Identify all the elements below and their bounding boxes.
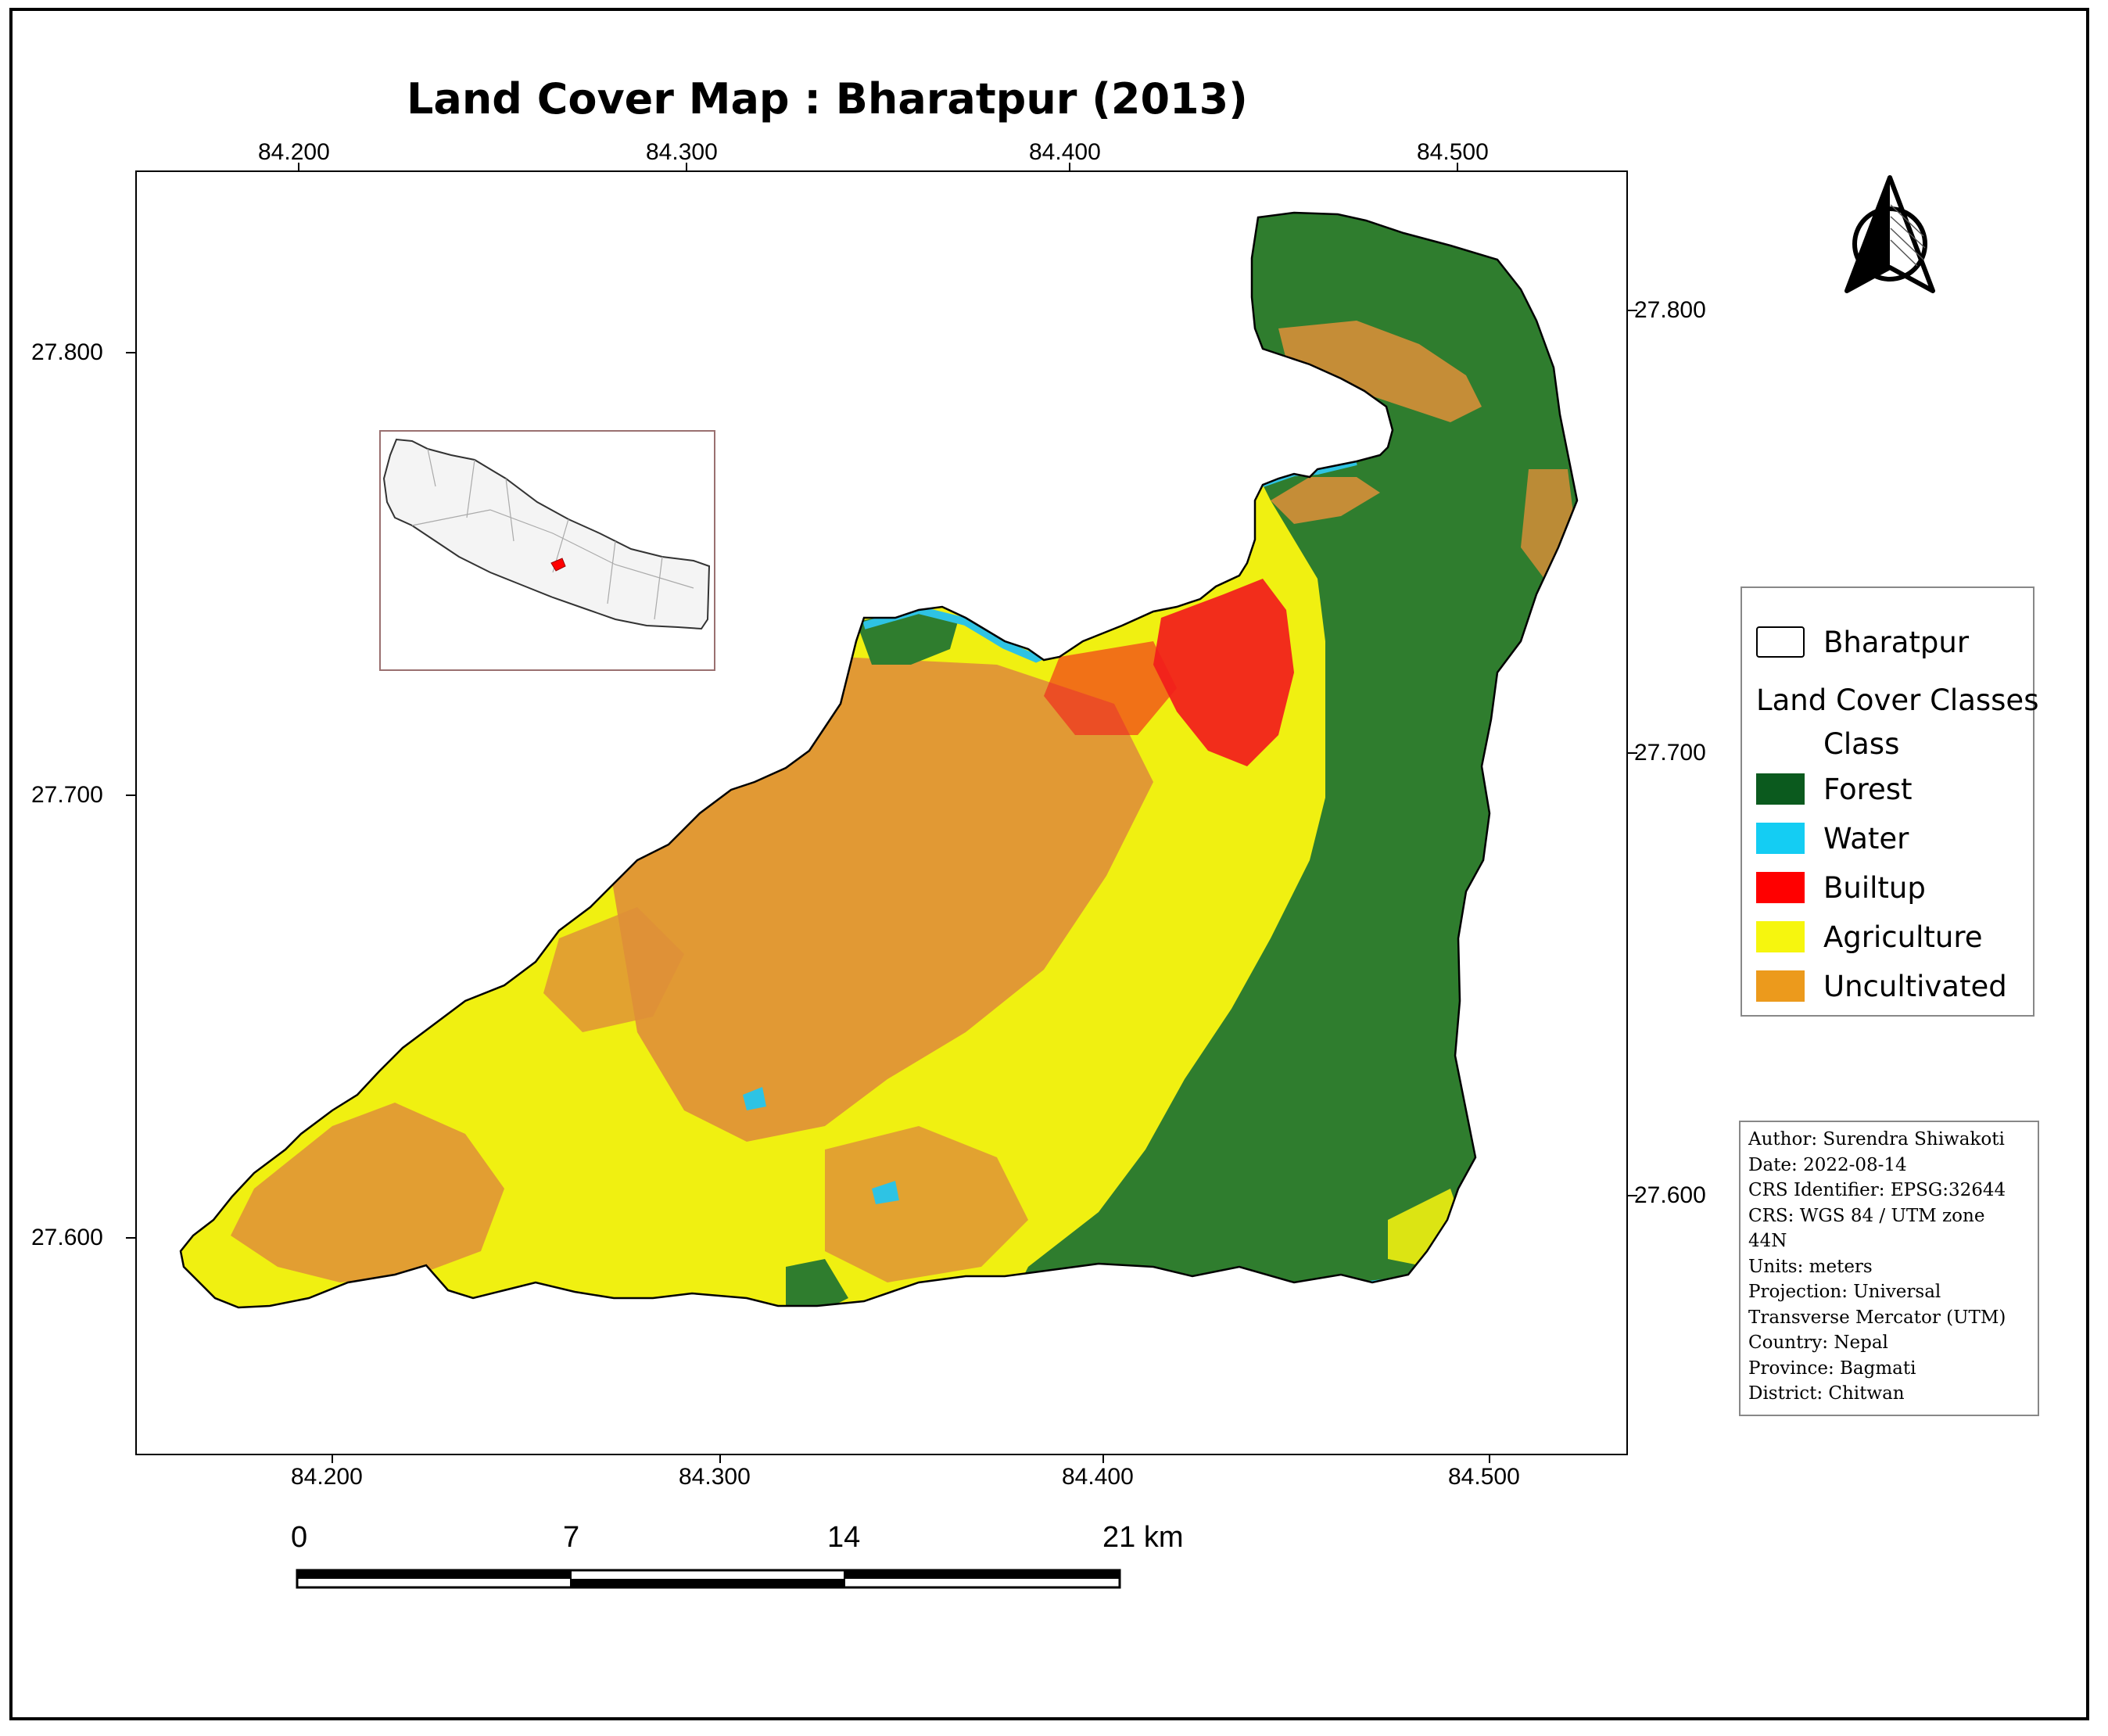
legend-swatch xyxy=(1756,773,1805,805)
left-tick-label: 27.600 xyxy=(31,1225,103,1250)
right-tick-label: 27.600 xyxy=(1634,1182,1706,1208)
legend-row-forest: Forest xyxy=(1756,772,1913,806)
legend-swatch xyxy=(1756,823,1805,854)
bottom-tick xyxy=(332,1454,333,1463)
top-tick xyxy=(1457,163,1458,172)
legend-row-uncultivated: Uncultivated xyxy=(1756,970,2007,1003)
water-region xyxy=(743,1087,766,1110)
forest-region xyxy=(1005,213,1577,1307)
right-tick-label: 27.800 xyxy=(1634,297,1706,323)
legend-row-builtup: Builtup xyxy=(1756,870,1926,905)
legend-heading: Land Cover Classes xyxy=(1756,683,2039,717)
metadata-line: Projection: Universal xyxy=(1748,1282,1941,1302)
scale-bar xyxy=(296,1569,1121,1589)
metadata-line: CRS: WGS 84 / UTM zone xyxy=(1748,1205,1985,1226)
left-tick xyxy=(126,794,135,796)
left-tick-label: 27.800 xyxy=(31,339,103,365)
right-tick xyxy=(1628,1195,1637,1196)
top-tick xyxy=(686,163,687,172)
scale-label: 0 xyxy=(291,1521,308,1554)
legend-label: Water xyxy=(1823,821,1909,855)
map-layout-frame xyxy=(9,8,2089,1720)
bottom-tick-label: 84.400 xyxy=(1062,1464,1134,1490)
builtup-region xyxy=(1044,641,1177,735)
bottom-tick-label: 84.500 xyxy=(1448,1464,1520,1490)
uncultivated-region xyxy=(1271,477,1380,524)
left-tick-label: 27.700 xyxy=(31,782,103,808)
metadata-line: Date: 2022-08-14 xyxy=(1748,1154,1907,1175)
metadata-line: Province: Bagmati xyxy=(1748,1358,1916,1379)
top-tick-label: 84.300 xyxy=(646,139,718,165)
bharatpur-highlight xyxy=(550,558,566,572)
builtup-region xyxy=(1153,579,1294,766)
metadata-line: District: Chitwan xyxy=(1748,1383,1905,1404)
metadata-line: CRS Identifier: EPSG:32644 xyxy=(1748,1180,2006,1200)
top-tick-label: 84.200 xyxy=(258,139,330,165)
scale-label: 7 xyxy=(563,1521,580,1554)
map-title: Land Cover Map : Bharatpur (2013) xyxy=(407,74,1248,124)
legend-label: Builtup xyxy=(1823,870,1926,905)
top-tick-label: 84.400 xyxy=(1029,139,1101,165)
left-tick xyxy=(126,352,135,353)
forest-region xyxy=(786,1259,848,1307)
scale-label: 14 xyxy=(827,1521,861,1554)
metadata-line: 44N xyxy=(1748,1231,1787,1251)
legend-row-agriculture: Agriculture xyxy=(1756,920,1983,954)
legend-label: Uncultivated xyxy=(1823,969,2007,1003)
top-tick-label: 84.500 xyxy=(1417,139,1489,165)
uncultivated-region xyxy=(543,907,684,1032)
metadata-line: Transverse Mercator (UTM) xyxy=(1748,1307,2006,1328)
locator-inset-map xyxy=(379,430,715,671)
legend-row-water: Water xyxy=(1756,822,1909,855)
bottom-tick xyxy=(1102,1454,1104,1463)
legend-label: Forest xyxy=(1823,772,1913,806)
legend-swatch xyxy=(1756,921,1805,952)
legend-boundary-swatch xyxy=(1756,626,1805,658)
legend-label: Bharatpur xyxy=(1823,625,1970,659)
metadata-line: Units: meters xyxy=(1748,1256,1873,1277)
north-arrow-icon xyxy=(1844,175,1935,293)
legend-swatch xyxy=(1756,970,1805,1002)
metadata-line: Country: Nepal xyxy=(1748,1332,1888,1353)
right-tick xyxy=(1628,310,1637,311)
water-region xyxy=(872,1181,899,1204)
legend-label: Agriculture xyxy=(1823,920,1983,954)
left-tick xyxy=(126,1237,135,1239)
map-frame xyxy=(135,170,1628,1455)
right-tick-label: 27.700 xyxy=(1634,740,1706,766)
right-tick xyxy=(1628,752,1637,754)
uncultivated-region xyxy=(1278,321,1482,422)
uncultivated-region xyxy=(231,1103,504,1282)
bottom-tick-label: 84.200 xyxy=(291,1464,363,1490)
top-tick xyxy=(298,163,299,172)
bottom-tick xyxy=(1489,1454,1490,1463)
scale-label: 21 km xyxy=(1102,1521,1184,1554)
metadata-line: Author: Surendra Shiwakoti xyxy=(1748,1129,2005,1150)
nepal-locator-outline xyxy=(382,438,711,630)
bottom-tick xyxy=(719,1454,721,1463)
legend-row-boundary: Bharatpur xyxy=(1756,625,1970,659)
land-cover-map xyxy=(179,211,1579,1309)
map-metadata-box: Author: Surendra Shiwakoti Date: 2022-08… xyxy=(1739,1121,2039,1416)
top-tick xyxy=(1069,163,1070,172)
map-legend: Bharatpur Land Cover Classes Class Fores… xyxy=(1741,586,2039,1017)
bottom-tick-label: 84.300 xyxy=(679,1464,751,1490)
uncultivated-region xyxy=(825,1126,1028,1282)
legend-swatch xyxy=(1756,872,1805,903)
legend-subheading: Class xyxy=(1823,727,1900,761)
